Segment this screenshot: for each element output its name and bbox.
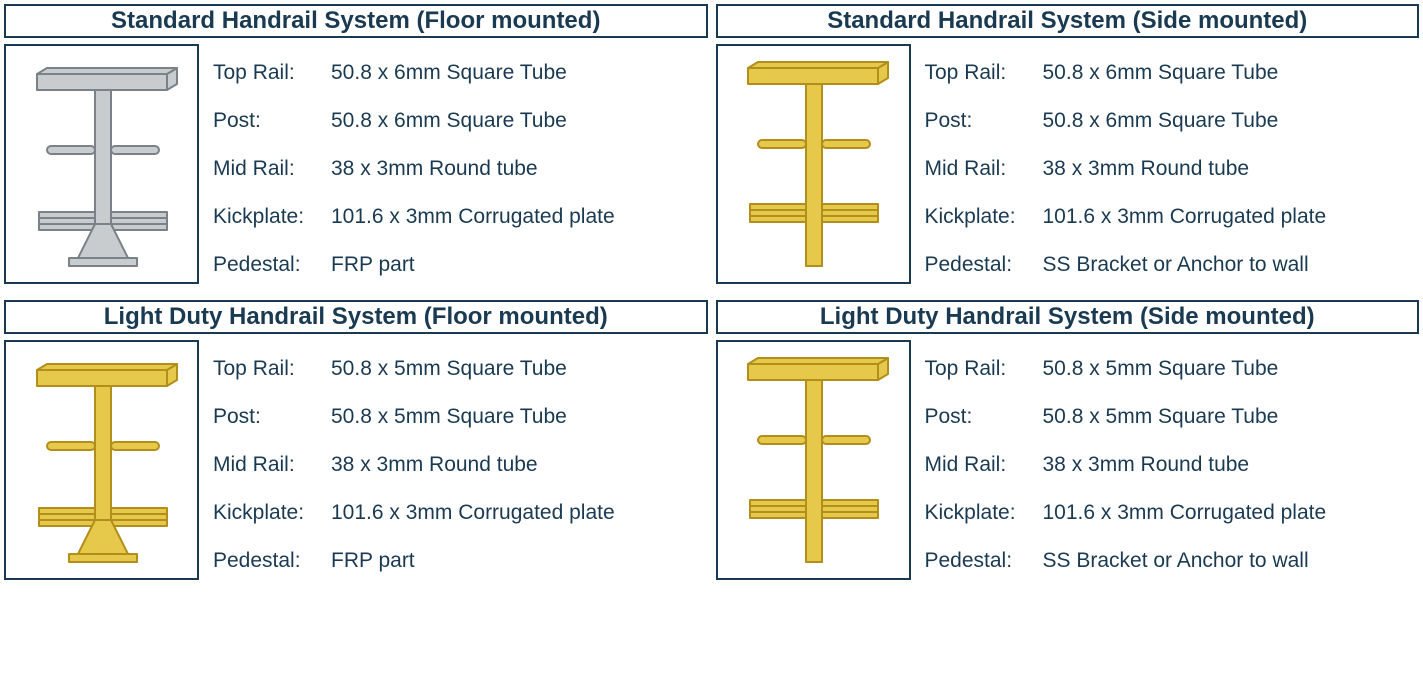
spec-row: Kickplate:101.6 x 3mm Corrugated plate [213, 194, 708, 240]
spec-value: 50.8 x 5mm Square Tube [331, 405, 567, 429]
panel-title: Standard Handrail System (Floor mounted) [4, 4, 708, 38]
spec-value: 101.6 x 3mm Corrugated plate [331, 205, 615, 229]
spec-label: Pedestal: [213, 253, 331, 277]
spec-row: Post:50.8 x 6mm Square Tube [925, 98, 1420, 144]
spec-label: Pedestal: [213, 549, 331, 573]
spec-row: Kickplate:101.6 x 3mm Corrugated plate [925, 194, 1420, 240]
spec-label: Top Rail: [925, 357, 1043, 381]
panel-body: Top Rail:50.8 x 6mm Square Tube Post:50.… [716, 38, 1420, 288]
spec-label: Kickplate: [213, 205, 331, 229]
spec-value: 50.8 x 6mm Square Tube [331, 61, 567, 85]
handrail-thumbnail [716, 44, 911, 284]
spec-label: Post: [925, 109, 1043, 133]
spec-label: Post: [213, 405, 331, 429]
spec-value: 101.6 x 3mm Corrugated plate [1043, 205, 1327, 229]
spec-label: Pedestal: [925, 253, 1043, 277]
spec-label: Mid Rail: [925, 157, 1043, 181]
spec-value: SS Bracket or Anchor to wall [1043, 253, 1309, 277]
spec-row: Pedestal:FRP part [213, 242, 708, 288]
panel-body: Top Rail:50.8 x 5mm Square Tube Post:50.… [4, 334, 708, 584]
spec-label: Top Rail: [213, 61, 331, 85]
spec-value: 50.8 x 6mm Square Tube [331, 109, 567, 133]
spec-row: Mid Rail:38 x 3mm Round tube [925, 442, 1420, 488]
spec-value: 101.6 x 3mm Corrugated plate [1043, 501, 1327, 525]
panel-title: Standard Handrail System (Side mounted) [716, 4, 1420, 38]
handrail-thumbnail [716, 340, 911, 580]
spec-row: Post:50.8 x 5mm Square Tube [213, 394, 708, 440]
spec-row: Mid Rail:38 x 3mm Round tube [213, 146, 708, 192]
panel-standard-side: Standard Handrail System (Side mounted) [716, 4, 1420, 288]
handrail-illustration-icon [728, 350, 898, 570]
spec-row: Kickplate:101.6 x 3mm Corrugated plate [213, 490, 708, 536]
spec-label: Top Rail: [925, 61, 1043, 85]
spec-label: Post: [925, 405, 1043, 429]
spec-value: FRP part [331, 253, 415, 277]
spec-value: 50.8 x 6mm Square Tube [1043, 61, 1279, 85]
spec-row: Top Rail:50.8 x 6mm Square Tube [213, 50, 708, 96]
spec-row: Kickplate:101.6 x 3mm Corrugated plate [925, 490, 1420, 536]
spec-value: FRP part [331, 549, 415, 573]
spec-value: 38 x 3mm Round tube [331, 157, 538, 181]
spec-list: Top Rail:50.8 x 5mm Square Tube Post:50.… [213, 340, 708, 584]
spec-row: Pedestal:SS Bracket or Anchor to wall [925, 538, 1420, 584]
panel-lightduty-side: Light Duty Handrail System (Side mounted… [716, 300, 1420, 584]
spec-value: 101.6 x 3mm Corrugated plate [331, 501, 615, 525]
spec-row: Top Rail:50.8 x 5mm Square Tube [925, 346, 1420, 392]
spec-label: Kickplate: [213, 501, 331, 525]
spec-label: Pedestal: [925, 549, 1043, 573]
spec-list: Top Rail:50.8 x 6mm Square Tube Post:50.… [213, 44, 708, 288]
panel-lightduty-floor: Light Duty Handrail System (Floor mounte… [4, 300, 708, 584]
spec-value: 50.8 x 6mm Square Tube [1043, 109, 1279, 133]
spec-value: 38 x 3mm Round tube [1043, 453, 1250, 477]
spec-value: SS Bracket or Anchor to wall [1043, 549, 1309, 573]
spec-value: 38 x 3mm Round tube [331, 453, 538, 477]
handrail-systems-grid: Standard Handrail System (Floor mounted) [4, 4, 1419, 584]
spec-value: 38 x 3mm Round tube [1043, 157, 1250, 181]
spec-row: Pedestal:FRP part [213, 538, 708, 584]
panel-title: Light Duty Handrail System (Floor mounte… [4, 300, 708, 334]
spec-label: Top Rail: [213, 357, 331, 381]
spec-row: Post:50.8 x 6mm Square Tube [213, 98, 708, 144]
panel-body: Top Rail:50.8 x 6mm Square Tube Post:50.… [4, 38, 708, 288]
spec-list: Top Rail:50.8 x 6mm Square Tube Post:50.… [925, 44, 1420, 288]
spec-row: Top Rail:50.8 x 5mm Square Tube [213, 346, 708, 392]
spec-row: Pedestal:SS Bracket or Anchor to wall [925, 242, 1420, 288]
spec-value: 50.8 x 5mm Square Tube [331, 357, 567, 381]
spec-row: Post:50.8 x 5mm Square Tube [925, 394, 1420, 440]
handrail-illustration-icon [17, 54, 187, 274]
panel-standard-floor: Standard Handrail System (Floor mounted) [4, 4, 708, 288]
handrail-thumbnail [4, 340, 199, 580]
panel-body: Top Rail:50.8 x 5mm Square Tube Post:50.… [716, 334, 1420, 584]
handrail-thumbnail [4, 44, 199, 284]
handrail-illustration-icon [17, 350, 187, 570]
spec-label: Mid Rail: [213, 157, 331, 181]
handrail-illustration-icon [728, 54, 898, 274]
spec-label: Kickplate: [925, 205, 1043, 229]
spec-value: 50.8 x 5mm Square Tube [1043, 357, 1279, 381]
spec-label: Mid Rail: [925, 453, 1043, 477]
spec-row: Mid Rail:38 x 3mm Round tube [925, 146, 1420, 192]
spec-label: Kickplate: [925, 501, 1043, 525]
spec-label: Mid Rail: [213, 453, 331, 477]
spec-list: Top Rail:50.8 x 5mm Square Tube Post:50.… [925, 340, 1420, 584]
spec-row: Mid Rail:38 x 3mm Round tube [213, 442, 708, 488]
spec-label: Post: [213, 109, 331, 133]
panel-title: Light Duty Handrail System (Side mounted… [716, 300, 1420, 334]
spec-value: 50.8 x 5mm Square Tube [1043, 405, 1279, 429]
spec-row: Top Rail:50.8 x 6mm Square Tube [925, 50, 1420, 96]
